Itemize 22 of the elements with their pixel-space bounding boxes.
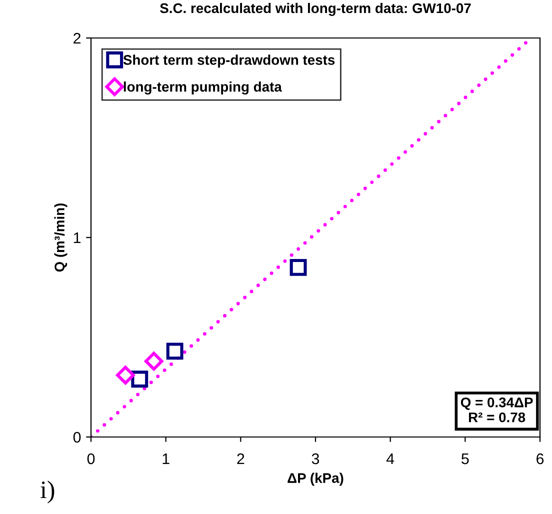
x-tick-label: 2 bbox=[237, 453, 244, 464]
legend-label: long-term pumping data bbox=[124, 82, 282, 95]
legend-label: Short term step-drawdown tests bbox=[123, 54, 335, 68]
point bbox=[290, 258, 307, 276]
x-tick-label: 1 bbox=[162, 454, 170, 464]
x-tick-label: 6 bbox=[536, 453, 544, 464]
y-tick-label: 0 bbox=[73, 432, 81, 443]
y-tick-label: 2 bbox=[74, 32, 81, 44]
chart-title: S.C. recalculated with long-term data: GW10-07 bbox=[160, 2, 471, 16]
point bbox=[131, 370, 148, 388]
x-tick-label: 3 bbox=[312, 453, 320, 464]
x-tick-label: 5 bbox=[462, 454, 469, 464]
point bbox=[144, 352, 164, 371]
y-axis-title: Q (m³/min) bbox=[54, 203, 68, 272]
x-tick-label: 4 bbox=[386, 454, 394, 464]
x-axis-title: ΔP (kPa) bbox=[288, 472, 344, 486]
text: i) bbox=[40, 480, 54, 504]
point bbox=[116, 366, 135, 385]
x-tick-label: 0 bbox=[87, 453, 95, 464]
point bbox=[166, 342, 184, 360]
y-tick-label: 1 bbox=[74, 232, 81, 244]
annotation: Q = 0.34ΔP R² = 0.78 bbox=[460, 397, 533, 422]
